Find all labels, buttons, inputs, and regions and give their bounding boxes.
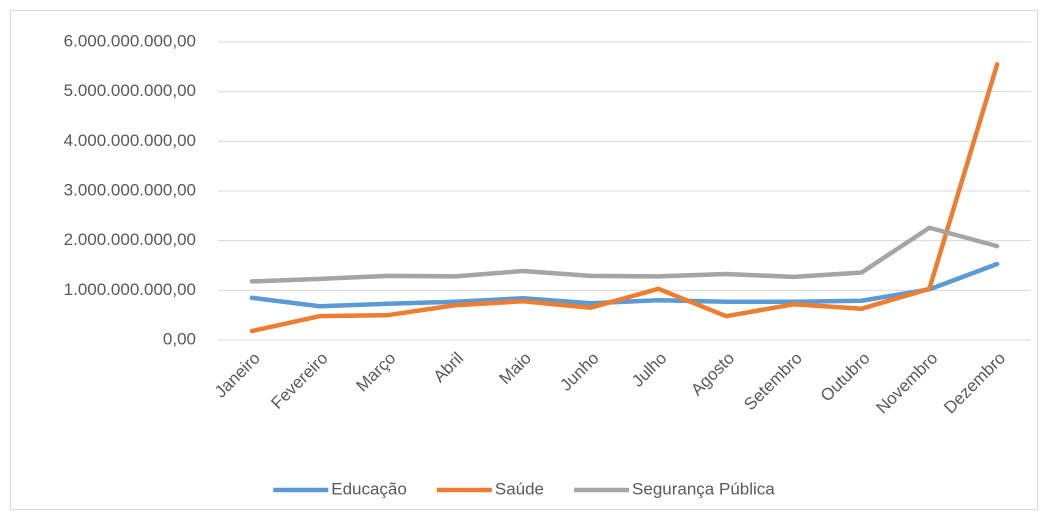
y-tick-label: 0,00 xyxy=(163,329,196,348)
series-line xyxy=(249,62,1000,334)
series-line xyxy=(249,225,1000,284)
chart-border xyxy=(10,10,1038,510)
legend-label: Educação xyxy=(331,479,407,498)
y-tick-label: 5.000.000.000,00 xyxy=(64,81,196,100)
legend-label: Segurança Pública xyxy=(632,479,775,498)
y-tick-label: 1.000.000.000,00 xyxy=(64,280,196,299)
y-tick-label: 2.000.000.000,00 xyxy=(64,230,196,249)
y-tick-label: 3.000.000.000,00 xyxy=(64,180,196,199)
y-tick-label: 4.000.000.000,00 xyxy=(64,131,196,150)
series-line xyxy=(249,261,1000,309)
y-tick-label: 6.000.000.000,00 xyxy=(64,31,196,50)
legend-label: Saúde xyxy=(495,479,544,498)
